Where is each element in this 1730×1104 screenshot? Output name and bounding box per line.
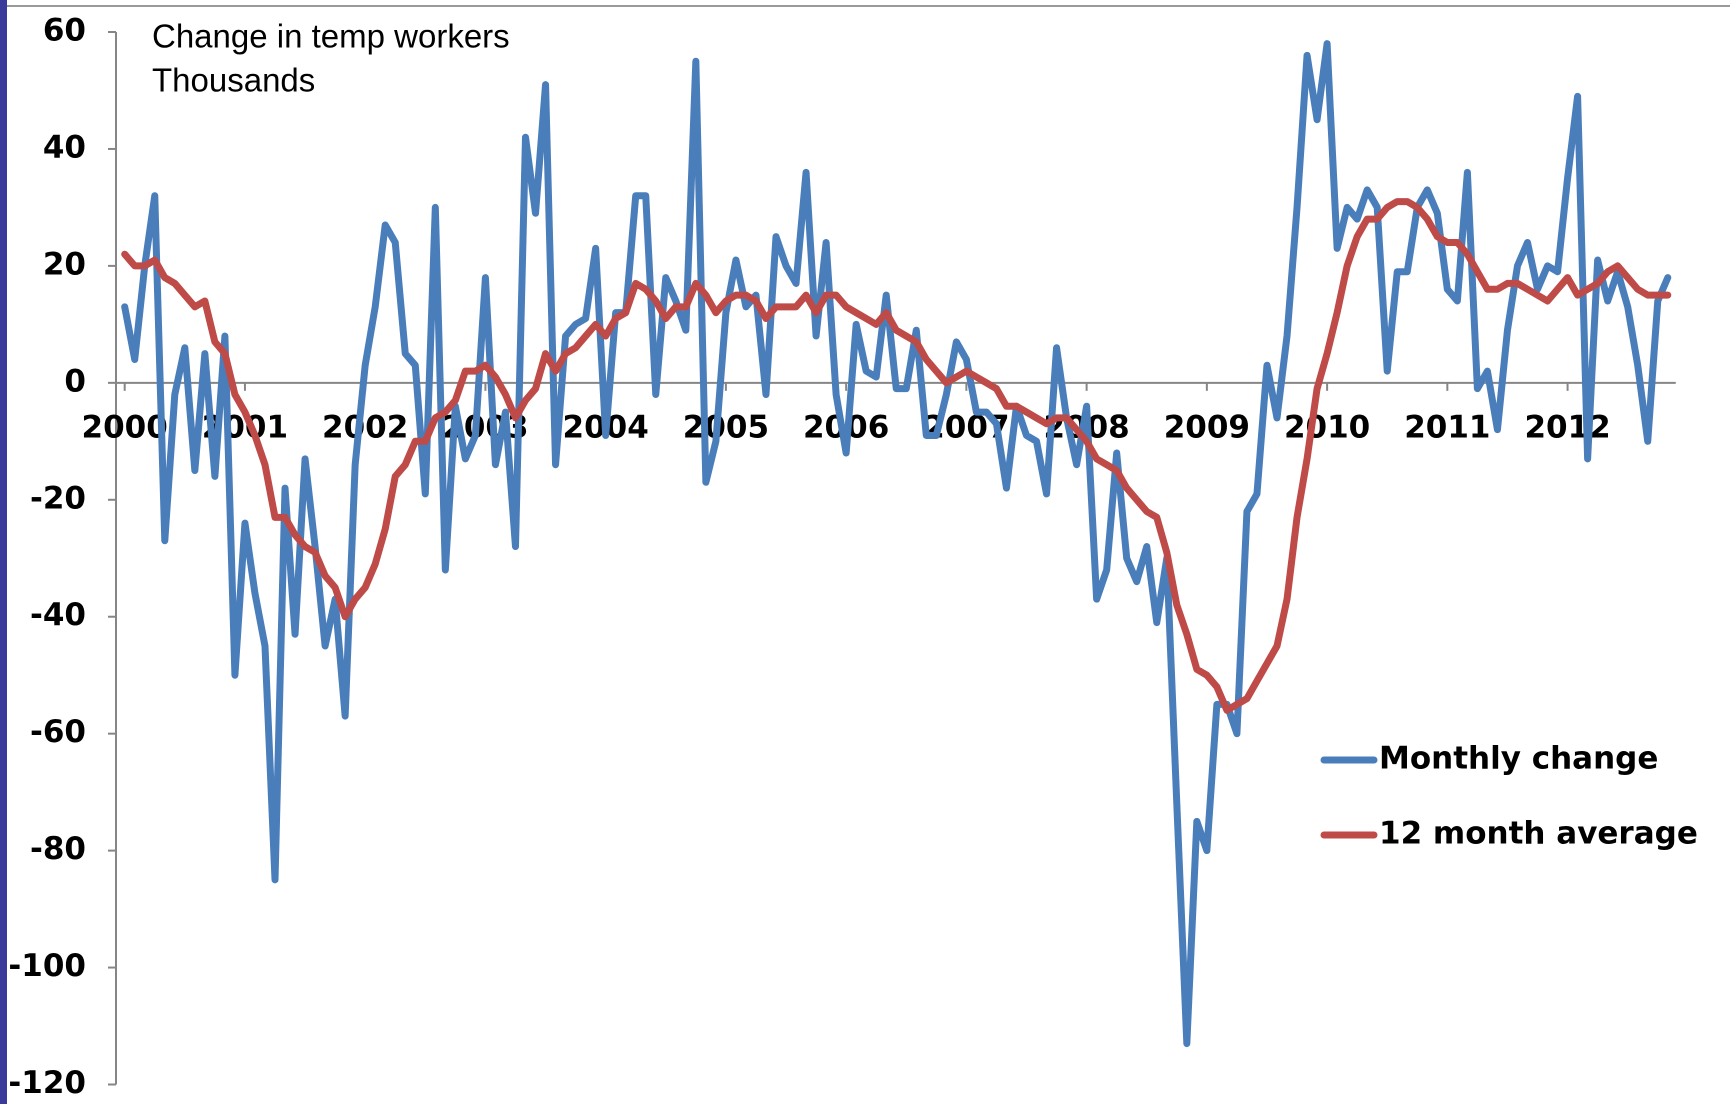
series-line [121,40,1672,1048]
x-tick-label: 2009 [1164,409,1250,445]
y-tick-label: -100 [8,948,86,984]
frame-edge [0,0,7,1104]
y-tick-label: 40 [43,129,86,165]
series-line [121,198,1672,714]
y-tick-label: -40 [30,597,86,633]
chart-subtitle: Thousands [152,62,315,99]
y-tick-label: 60 [43,13,86,49]
y-tick-label: -60 [30,714,86,750]
y-tick-label: -20 [30,480,86,516]
y-tick-label: 0 [64,363,86,399]
x-tick-label: 2000 [82,409,168,445]
x-tick-label: 2005 [683,409,769,445]
y-tick-label: -80 [30,831,86,867]
chart-title: Change in temp workers [152,18,510,55]
x-tick-label: 2002 [322,409,408,445]
legend-label: Monthly change [1379,741,1658,777]
x-tick-label: 2011 [1404,409,1490,445]
y-tick-label: -120 [8,1065,86,1101]
x-tick-label: 2010 [1284,409,1370,445]
y-tick-label: 20 [43,246,86,282]
legend-label: 12 month average [1379,816,1698,852]
x-tick-label: 2012 [1524,409,1610,445]
